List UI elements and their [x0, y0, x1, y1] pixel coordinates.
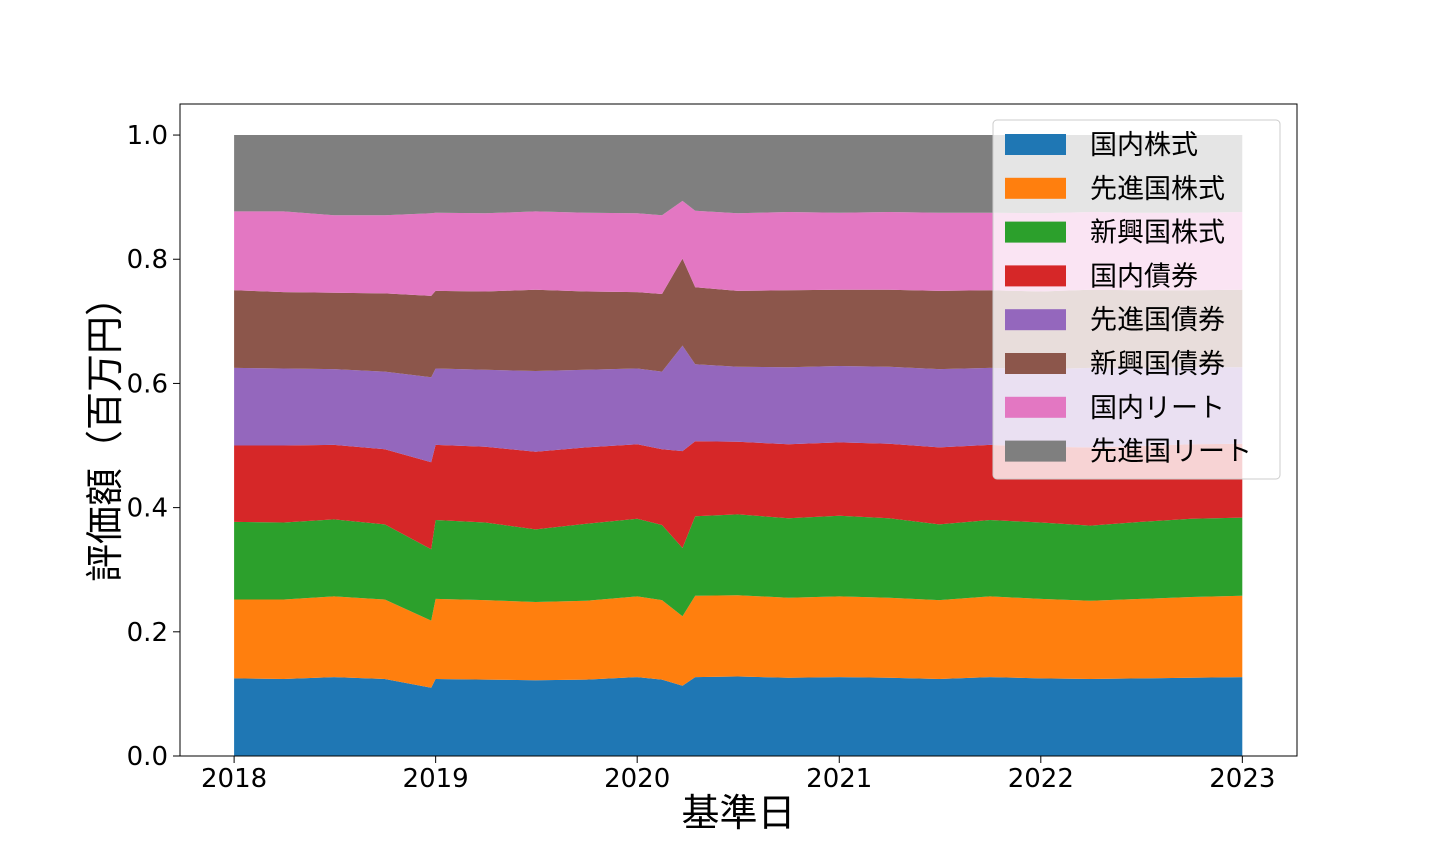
legend-label: 新興国株式: [1090, 218, 1225, 249]
area-series-4: [234, 441, 1243, 550]
legend-swatch: [1005, 396, 1066, 418]
legend-label: 新興国債券: [1090, 349, 1225, 380]
y-tick-label: 1.0: [127, 121, 168, 151]
legend-swatch: [1005, 309, 1066, 331]
legend-swatch: [1005, 221, 1066, 243]
area-series-3: [234, 514, 1243, 621]
legend-label: 先進国株式: [1090, 174, 1225, 205]
x-tick-label: 2018: [201, 764, 267, 794]
x-tick-label: 2020: [604, 764, 670, 794]
legend-swatch: [1005, 177, 1066, 199]
legend-label: 国内リート: [1090, 393, 1225, 424]
area-series-8: [234, 135, 1243, 216]
legend-swatch: [1005, 265, 1066, 287]
y-axis: 0.0 0.2 0.4 0.6 0.8 1.0: [127, 121, 180, 772]
area-layer: [234, 135, 1243, 756]
x-tick-label: 2021: [806, 764, 872, 794]
x-axis-label: 基準日: [681, 791, 795, 835]
legend-label: 国内株式: [1090, 130, 1198, 161]
plot-frame: [179, 103, 1298, 757]
x-tick-label: 2022: [1008, 764, 1074, 794]
x-tick-label: 2023: [1209, 764, 1275, 794]
area-series-2: [234, 595, 1243, 688]
legend-box: [992, 119, 1281, 480]
y-tick-label: 0.8: [127, 245, 168, 275]
y-tick-label: 0.6: [127, 369, 168, 399]
legend-swatch: [1005, 440, 1066, 462]
legend-swatch: [1005, 353, 1066, 374]
y-tick-label: 0.2: [127, 618, 168, 648]
legend-label: 先進国債券: [1090, 305, 1225, 336]
y-axis-label: 評価額（百万円）: [83, 278, 127, 582]
legend-swatch: [1005, 134, 1066, 155]
x-axis: 2018 2019 2020 2021 2022 2023: [201, 756, 1275, 794]
area-series-6: [234, 258, 1243, 378]
y-tick-label: 0.0: [127, 742, 168, 772]
x-tick-label: 2019: [403, 764, 469, 794]
area-series-5: [234, 345, 1243, 463]
legend-label: 国内債券: [1090, 261, 1198, 292]
y-tick-label: 0.4: [127, 494, 168, 524]
area-series-1: [234, 676, 1243, 756]
legend-label: 先進国リート: [1090, 437, 1252, 468]
area-series-7: [234, 200, 1243, 296]
